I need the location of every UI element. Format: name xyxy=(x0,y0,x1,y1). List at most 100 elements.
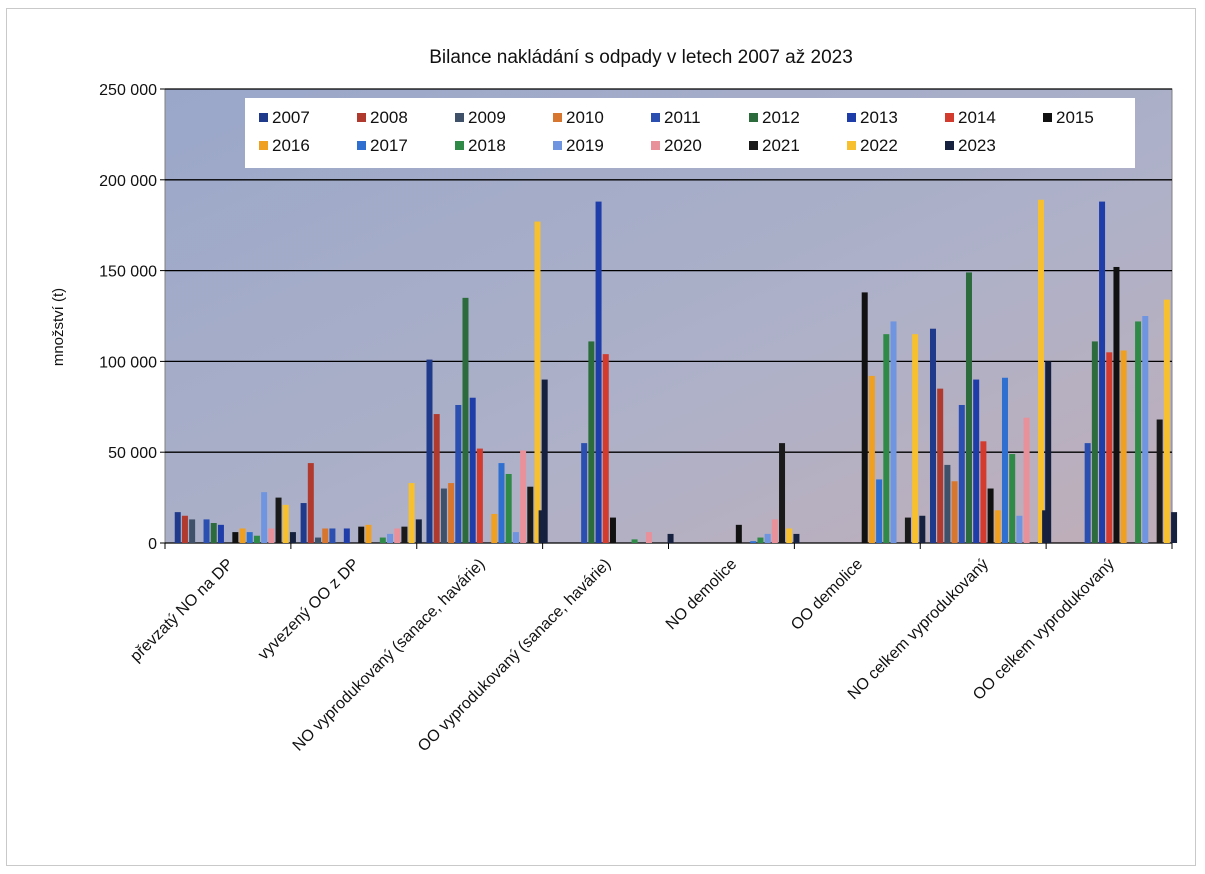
bar-2018-6 xyxy=(1009,454,1016,543)
legend-box xyxy=(245,98,1135,168)
legend-swatch-2008 xyxy=(357,113,366,122)
bar-2023-1 xyxy=(415,519,422,543)
legend-swatch-2015 xyxy=(1043,113,1052,122)
bar-series xyxy=(174,199,1178,544)
bar-2012-6 xyxy=(965,272,972,543)
x-tick-label: vyvezený OO z DP xyxy=(255,556,363,664)
legend-swatch-2021 xyxy=(749,141,758,150)
legend-swatch-2023 xyxy=(945,141,954,150)
legend-label-2019: 2019 xyxy=(566,136,604,155)
legend-label-2013: 2013 xyxy=(860,108,898,127)
bar-2011-3 xyxy=(581,443,588,543)
bar-2018-0 xyxy=(253,535,260,543)
bar-2010-1 xyxy=(322,528,329,543)
bar-2007-1 xyxy=(300,503,307,543)
bar-2019-1 xyxy=(387,533,394,543)
bar-2022-6 xyxy=(1037,199,1044,543)
legend-swatch-2016 xyxy=(259,141,268,150)
bar-2021-5 xyxy=(904,517,911,543)
bar-2021-2 xyxy=(527,486,534,543)
bar-2016-0 xyxy=(239,528,246,543)
bar-2007-2 xyxy=(426,359,433,543)
legend-swatch-2012 xyxy=(749,113,758,122)
legend-swatch-2009 xyxy=(455,113,464,122)
legend-swatch-2019 xyxy=(553,141,562,150)
bar-2014-6 xyxy=(980,441,987,543)
x-tick-label: OO demolice xyxy=(788,556,866,634)
bar-2015-1 xyxy=(358,526,365,543)
legend-swatch-2011 xyxy=(651,113,660,122)
legend-swatch-2018 xyxy=(455,141,464,150)
y-tick-label: 200 000 xyxy=(99,173,157,190)
legend-label-2011: 2011 xyxy=(664,108,701,127)
legend-swatch-2013 xyxy=(847,113,856,122)
chart-title: Bilance nakládání s odpady v letech 2007… xyxy=(429,47,853,68)
bar-2023-6 xyxy=(1045,361,1052,543)
y-tick-label: 0 xyxy=(148,536,157,553)
bar-2023-7 xyxy=(1171,512,1178,543)
bar-2021-7 xyxy=(1156,419,1163,543)
legend-label-2016: 2016 xyxy=(272,136,310,155)
bar-2015-6 xyxy=(987,488,994,543)
bar-2019-5 xyxy=(890,321,897,543)
bar-2019-6 xyxy=(1016,515,1023,543)
legend-label-2007: 2007 xyxy=(272,108,310,127)
y-axis-label: množství (t) xyxy=(50,288,67,366)
bar-2012-0 xyxy=(210,523,217,543)
bar-2018-7 xyxy=(1135,321,1142,543)
chart-frame: Bilance nakládání s odpady v letech 2007… xyxy=(6,8,1196,866)
y-tick-label: 50 000 xyxy=(108,445,157,462)
bar-2013-0 xyxy=(217,524,224,543)
x-tick-label: převzatý NO na DP xyxy=(127,556,236,665)
y-axis-ticks: 0 50 000 100 000 150 000 200 000 250 000 xyxy=(99,82,165,553)
bar-2016-6 xyxy=(994,510,1001,543)
legend-label-2012: 2012 xyxy=(762,108,800,127)
bar-extra-1 xyxy=(1042,510,1049,543)
x-tick-label: NO celkem vyprodukovaný xyxy=(845,556,992,703)
bar-2008-6 xyxy=(937,388,944,543)
bar-2014-2 xyxy=(476,448,483,543)
bar-2022-1 xyxy=(408,483,415,543)
bar-2018-5 xyxy=(883,334,890,543)
legend-label-2018: 2018 xyxy=(468,136,506,155)
legend-label-2022: 2022 xyxy=(860,136,898,155)
bar-2020-0 xyxy=(268,528,275,543)
legend-label-2020: 2020 xyxy=(664,136,702,155)
bar-2014-7 xyxy=(1106,352,1113,543)
bar-2015-0 xyxy=(232,532,239,543)
bar-2022-5 xyxy=(912,334,919,543)
bar-2013-1 xyxy=(343,528,350,543)
bar-2021-0 xyxy=(275,497,282,543)
bar-2019-2 xyxy=(512,532,519,543)
y-tick-label: 150 000 xyxy=(99,264,157,281)
bar-2018-2 xyxy=(505,473,512,543)
bar-2007-6 xyxy=(929,328,936,543)
bar-2023-2 xyxy=(541,379,548,543)
bar-2016-2 xyxy=(491,513,498,543)
bar-2013-2 xyxy=(469,397,476,543)
legend-label-2009: 2009 xyxy=(468,108,506,127)
legend-label-2008: 2008 xyxy=(370,108,408,127)
legend-swatch-2022 xyxy=(847,141,856,150)
bar-2016-7 xyxy=(1120,350,1127,543)
bar-2009-2 xyxy=(440,488,447,543)
bar-2019-7 xyxy=(1142,316,1149,543)
bar-2021-1 xyxy=(401,526,408,543)
bar-2018-1 xyxy=(379,537,386,543)
bar-2008-0 xyxy=(181,515,188,543)
bar-extra-0 xyxy=(538,510,545,543)
legend: 2007 2008 2009 2010 2011 2012 2013 2014 2015 2016… xyxy=(245,98,1135,168)
bar-2010-2 xyxy=(448,483,455,543)
bar-2011-2 xyxy=(455,404,462,543)
legend-label-2021: 2021 xyxy=(762,136,800,155)
bar-2020-3 xyxy=(645,532,652,543)
bar-2009-6 xyxy=(944,464,951,543)
bar-2020-1 xyxy=(394,528,401,543)
bar-2021-4 xyxy=(779,443,786,543)
bar-2012-3 xyxy=(588,341,595,543)
bar-2023-0 xyxy=(289,532,296,543)
bar-2018-3 xyxy=(631,539,638,543)
bar-2017-4 xyxy=(750,541,757,543)
bar-2011-6 xyxy=(958,404,965,543)
x-tick-label: NO demolice xyxy=(663,556,740,633)
